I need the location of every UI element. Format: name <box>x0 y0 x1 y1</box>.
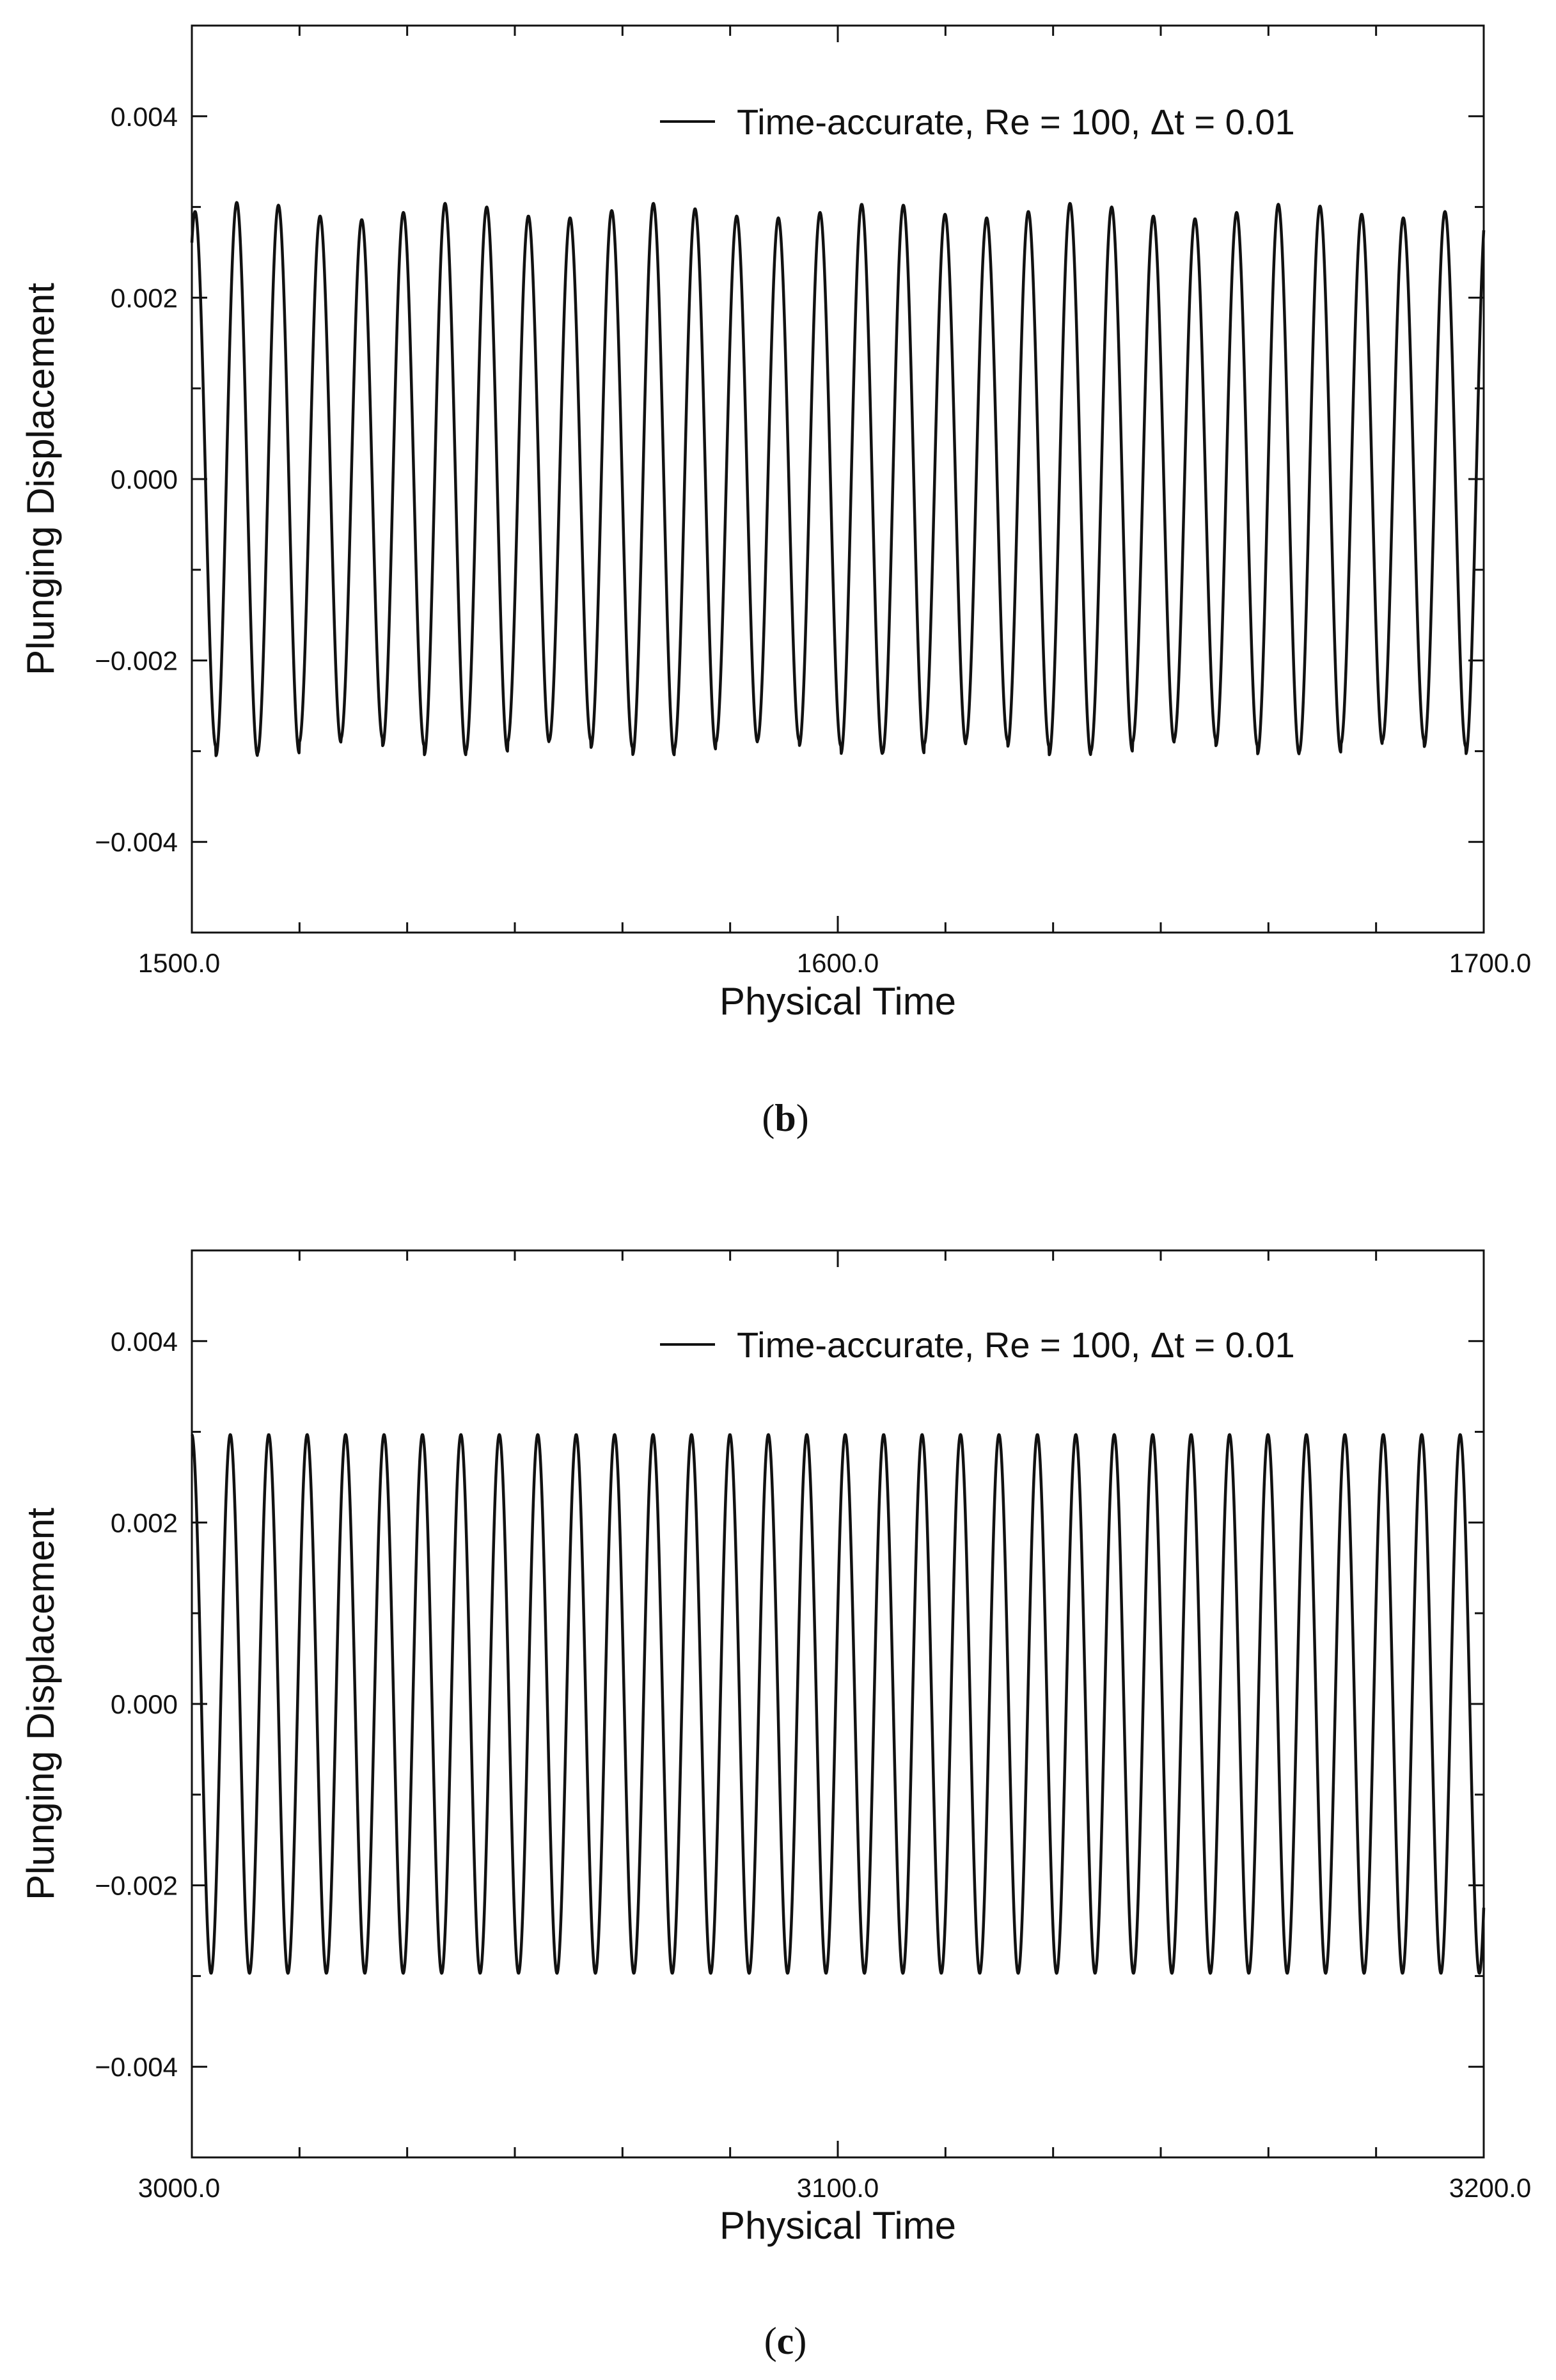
series-line <box>190 201 1486 757</box>
y-tick-label: 0.002 <box>111 283 178 313</box>
x-tick-label: 3200.0 <box>1449 2173 1531 2203</box>
x-tick-label: 3100.0 <box>797 2173 879 2203</box>
y-axis-title: Plunging Displacement <box>19 1508 62 1900</box>
y-axis: 0.004 0.002 0.000 −0.002 −0.004 <box>95 102 1484 857</box>
chart-panel-b: 0.004 0.002 0.000 −0.002 −0.004 1500.0 1600.0… <box>19 24 1531 1139</box>
panel-label: (c) <box>764 2320 807 2362</box>
x-axis-title: Physical Time <box>719 2204 956 2247</box>
x-tick-label: 1500.0 <box>138 948 220 978</box>
x-axis-title: Physical Time <box>719 980 956 1023</box>
panel-label: (b) <box>762 1097 808 1139</box>
y-tick-label: 0.004 <box>111 1327 178 1357</box>
chart-panel-c: 0.004 0.002 0.000 −0.002 −0.004 3000.0 3100.0… <box>19 1249 1531 2362</box>
x-tick-label: 3000.0 <box>138 2173 220 2203</box>
y-axis: 0.004 0.002 0.000 −0.002 −0.004 <box>95 1327 1484 2082</box>
y-tick-label: −0.004 <box>95 2052 178 2082</box>
y-axis-title: Plunging Displacement <box>19 283 62 675</box>
x-tick-label: 1600.0 <box>797 948 879 978</box>
y-tick-label: −0.002 <box>95 1871 178 1901</box>
y-tick-label: −0.002 <box>95 646 178 676</box>
legend-entry: Time-accurate, Re = 100, Δt = 0.01 <box>737 102 1295 142</box>
y-tick-label: −0.004 <box>95 827 178 857</box>
y-tick-label: 0.000 <box>111 1689 178 1719</box>
series-line <box>191 1433 1486 1975</box>
y-tick-label: 0.004 <box>111 102 178 132</box>
x-tick-label: 1700.0 <box>1449 948 1531 978</box>
legend-entry: Time-accurate, Re = 100, Δt = 0.01 <box>737 1325 1295 1365</box>
x-axis: 1500.0 1600.0 1700.0 <box>138 26 1531 978</box>
x-axis: 3000.0 3100.0 3200.0 <box>138 1250 1531 2203</box>
y-tick-label: 0.000 <box>111 464 178 494</box>
plot-frame <box>191 1249 1485 2159</box>
y-tick-label: 0.002 <box>111 1508 178 1538</box>
